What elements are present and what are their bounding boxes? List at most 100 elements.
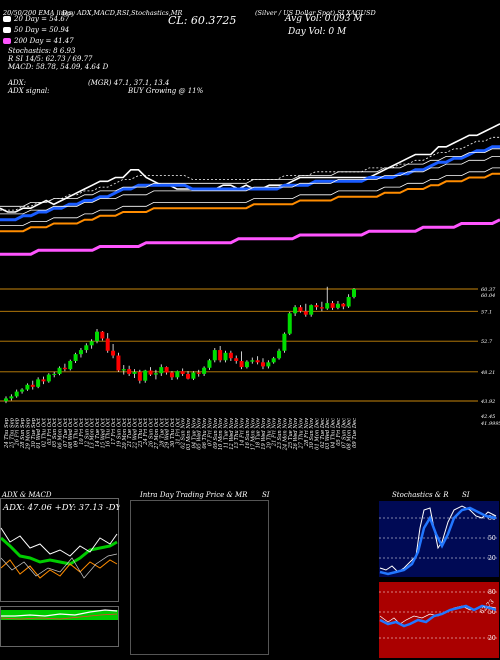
rsi-tick-20: 20 <box>488 635 496 642</box>
x-tick-label: 30 Thu Oct <box>170 417 176 447</box>
candle <box>277 348 282 360</box>
candle <box>164 366 169 375</box>
candle <box>68 359 73 371</box>
stoch-d-line <box>379 506 497 576</box>
x-tick-label: 13 Mon Oct <box>90 417 96 449</box>
x-tick-label: 17 Fri Oct <box>111 417 117 445</box>
day-volume: Day Vol: 0 M <box>288 27 347 37</box>
candle <box>196 369 201 377</box>
candle <box>169 371 174 381</box>
rsi-line <box>379 604 497 628</box>
candle <box>218 345 223 363</box>
candle <box>121 365 126 375</box>
candle <box>46 373 51 383</box>
macd-readout: MACD: 58.78, 54.09, 4.64 D <box>8 63 109 71</box>
macd-signal-line <box>0 613 118 620</box>
price-level-label: 52.7 <box>481 339 493 345</box>
ema50-label: 50 Day = 50.94 <box>14 26 70 34</box>
x-tick-label: 14 Tue Oct <box>95 417 101 447</box>
intraday-panel <box>130 500 269 655</box>
x-tick-label: 23 Thu Oct <box>138 417 144 448</box>
candle <box>100 331 105 341</box>
x-tick-label: 23 Sun Nov <box>277 418 283 450</box>
x-tick-label: 29 Mon Sep <box>25 417 31 450</box>
x-tick-label: 27 Mon Oct <box>154 417 160 450</box>
plus-di-line <box>0 527 118 557</box>
x-tick-label: 08 Wed Oct <box>68 417 74 448</box>
x-tick-label: 19 Sun Oct <box>116 417 122 447</box>
ema-band-line-0 <box>0 136 500 211</box>
adx-frame <box>0 498 119 602</box>
x-tick-label: 09 Tue Dec <box>352 418 358 448</box>
candle <box>341 303 346 310</box>
price-level-label: 42.45 <box>480 414 495 420</box>
ema-band-line-1 <box>0 155 500 215</box>
adx-label: ADX: <box>8 79 27 87</box>
x-tick-label: 25 Thu Sep <box>9 417 15 449</box>
x-tick-label: 28 Tue Oct <box>159 417 165 448</box>
macd-line <box>1 609 118 617</box>
ema-series-price <box>0 123 500 213</box>
x-tick-label: 12 Sun Oct <box>84 417 90 447</box>
candle <box>309 304 314 317</box>
candle <box>303 303 308 317</box>
candle <box>202 366 207 376</box>
ema-lines <box>0 123 500 256</box>
candle <box>105 333 110 353</box>
candle <box>287 311 292 336</box>
candle <box>180 368 185 376</box>
candle <box>4 396 8 404</box>
ema50-legend-swatch <box>3 27 11 33</box>
candle <box>20 388 25 394</box>
x-tick-label: 05 Wed Nov <box>197 418 203 450</box>
x-tick-label: 03 Fri Oct <box>47 417 53 445</box>
x-tick-label: 20 Thu Nov <box>266 418 272 450</box>
stochastics-readout: Stochastics: 8 6.93 <box>8 47 76 55</box>
candle <box>148 367 153 376</box>
candle <box>143 369 148 383</box>
candle <box>9 394 14 401</box>
candle <box>282 332 287 353</box>
candle <box>239 351 244 370</box>
candle <box>84 343 89 353</box>
candle <box>175 370 180 380</box>
x-tick-label: 28 Sun Sep <box>20 417 26 449</box>
candle <box>159 364 164 376</box>
candle <box>255 356 260 365</box>
stoch-tick-20: 20 <box>488 555 496 562</box>
candle <box>335 301 340 310</box>
ema-series-20-day <box>0 145 500 222</box>
price-level-label: 57.1 <box>481 309 492 315</box>
candle <box>314 303 319 310</box>
candle <box>228 350 233 361</box>
price-level-label: 60.04 <box>481 293 495 299</box>
header-stoch: SI,Stochastics,MR <box>122 9 183 17</box>
rsi-tick-50: 50 <box>488 609 496 616</box>
candle <box>95 328 100 344</box>
x-tick-label: 06 Thu Nov <box>202 418 208 449</box>
ema-series-50-day <box>0 172 500 233</box>
x-tick-label: 16 Sun Nov <box>245 418 251 449</box>
x-tick-label: 07 Tue Oct <box>63 417 69 447</box>
x-tick-label: 02 Sun Nov <box>181 418 187 449</box>
candle <box>89 339 94 349</box>
x-tick-label: 21 Fri Nov <box>272 418 278 447</box>
candle <box>116 352 121 372</box>
macd-histogram <box>1 610 118 620</box>
candle <box>62 363 67 372</box>
minus-di-line <box>0 559 118 579</box>
candle <box>346 294 351 308</box>
x-tick-label: 29 Wed Oct <box>165 417 171 449</box>
candle <box>132 369 137 378</box>
candle <box>127 365 132 376</box>
x-tick-label: 17 Mon Nov <box>250 418 256 450</box>
candle <box>250 357 255 364</box>
header-title: 20/50/200 EMA lines <box>3 9 73 17</box>
candle <box>191 371 196 381</box>
x-axis-ticks: 24 Thu Sep 25 Thu Sep 26 Fri Sep 28 Sun Sep… <box>4 417 358 451</box>
candle <box>271 356 276 364</box>
x-tick-label: 04 Tue Nov <box>191 418 197 448</box>
x-tick-label: 12 Wed Nov <box>229 418 235 450</box>
